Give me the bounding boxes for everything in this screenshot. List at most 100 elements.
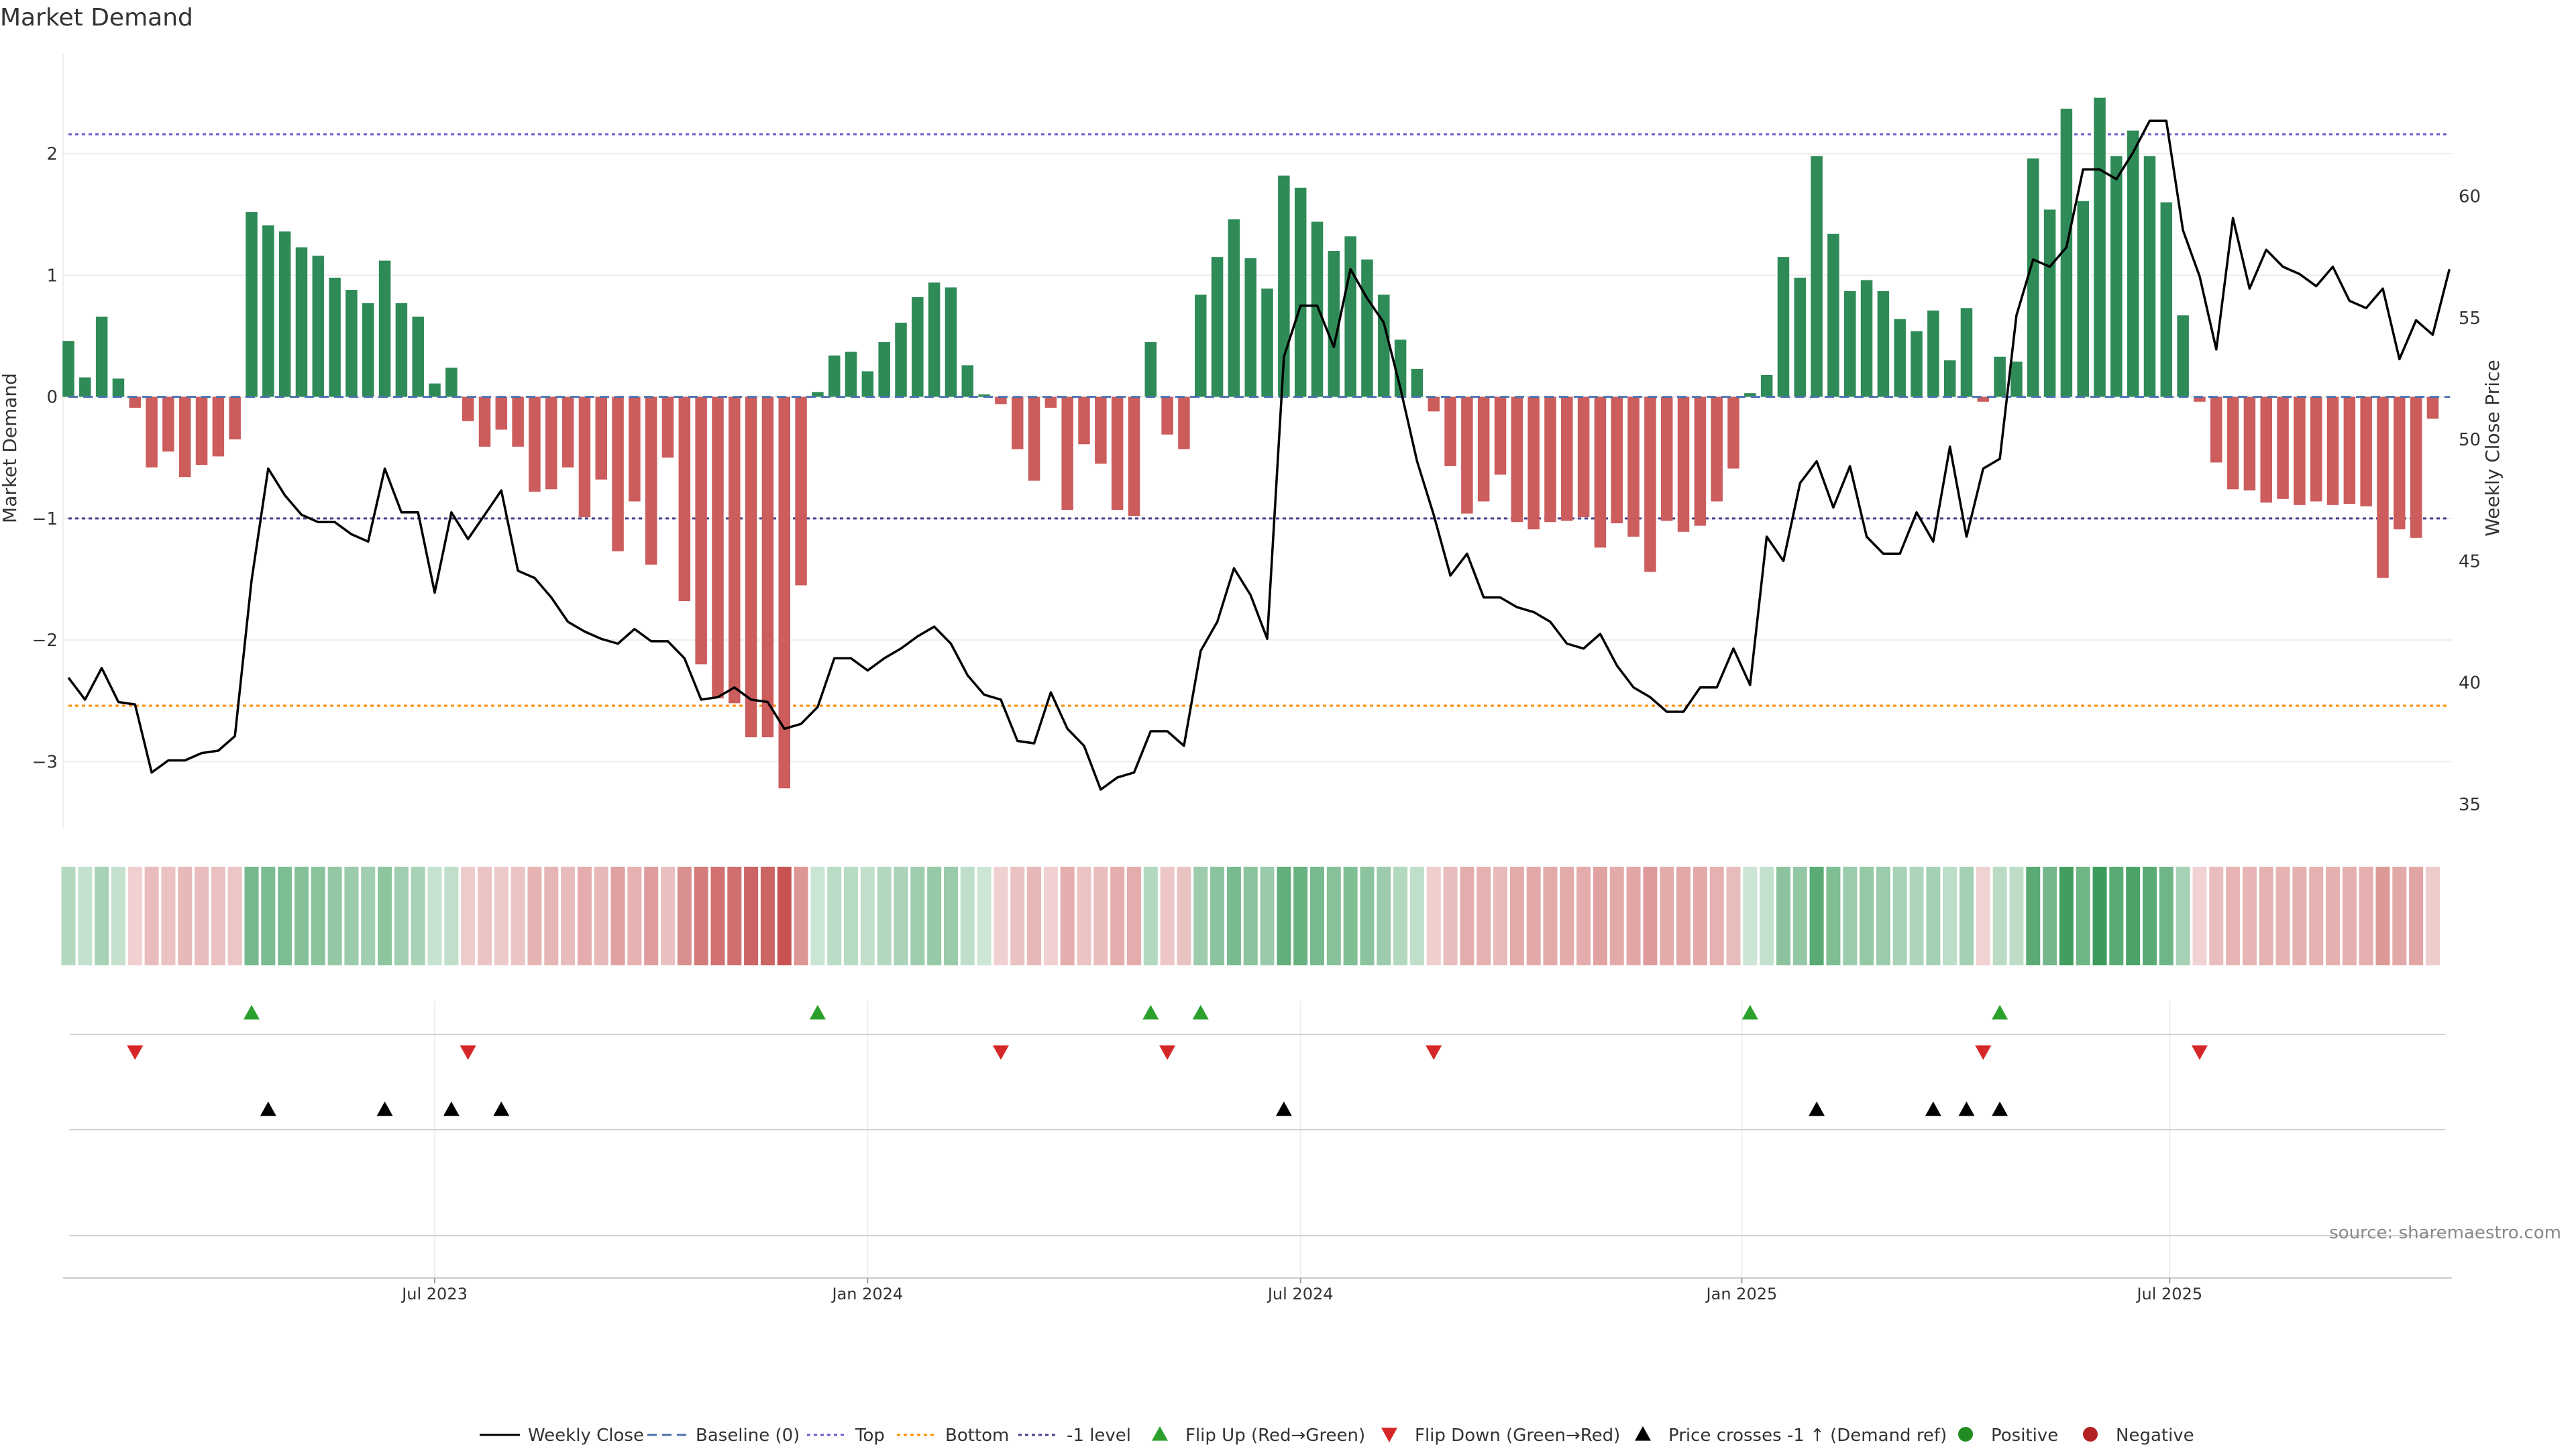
- heat-cell: [1177, 867, 1191, 965]
- heat-cell: [1809, 867, 1824, 965]
- heat-cell: [1676, 867, 1691, 965]
- heat-cell: [227, 867, 242, 965]
- heat-cell: [1143, 867, 1158, 965]
- demand-bar: [1195, 294, 1207, 397]
- heat-cell: [544, 867, 559, 965]
- heat-cell: [1726, 867, 1741, 965]
- demand-bar: [229, 396, 241, 439]
- price-cross-marker: [1958, 1102, 1975, 1116]
- heat-cell: [1093, 867, 1108, 965]
- legend-price-cross-swatch: [1635, 1426, 1651, 1441]
- heat-cell: [161, 867, 176, 965]
- flip-down-marker: [2191, 1045, 2208, 1060]
- x-tick-label: Jan 2024: [831, 1285, 904, 1303]
- heat-cell: [195, 867, 209, 965]
- heat-cell: [2242, 867, 2257, 965]
- heat-cell: [1776, 867, 1790, 965]
- heat-cell: [2292, 867, 2307, 965]
- heat-cell: [2226, 867, 2241, 965]
- y-tick-label-right: 50: [2459, 430, 2481, 450]
- heat-cell: [1326, 867, 1341, 965]
- demand-bar: [2143, 156, 2156, 397]
- demand-bar: [2194, 396, 2206, 402]
- heat-cell: [1310, 867, 1324, 965]
- price-cross-marker: [1925, 1102, 1941, 1116]
- demand-bar: [995, 396, 1007, 405]
- demand-bar: [1394, 339, 1407, 397]
- heat-cell: [2043, 867, 2057, 965]
- demand-bar: [1428, 396, 1440, 412]
- demand-bar: [262, 225, 274, 397]
- demand-bar: [612, 396, 624, 551]
- demand-bar: [1078, 396, 1090, 445]
- heat-cell: [2209, 867, 2224, 965]
- demand-bar: [961, 365, 974, 397]
- demand-bar: [1677, 396, 1690, 532]
- heat-cell: [2425, 867, 2440, 965]
- demand-bar: [2110, 156, 2123, 397]
- demand-bar: [278, 231, 291, 397]
- demand-bar: [2326, 396, 2339, 505]
- heat-cell: [1443, 867, 1458, 965]
- heat-cell: [1160, 867, 1175, 965]
- flip-down-marker: [1975, 1045, 1992, 1060]
- heat-cell: [444, 867, 459, 965]
- demand-bar: [1044, 396, 1057, 408]
- demand-bar: [1411, 368, 1424, 397]
- heat-cell: [211, 867, 225, 965]
- heat-cell: [1860, 867, 1874, 965]
- demand-bar: [1943, 360, 1956, 397]
- demand-bar: [295, 247, 308, 397]
- demand-bar: [95, 316, 108, 397]
- demand-bar: [329, 277, 341, 397]
- heat-cell: [1377, 867, 1391, 965]
- demand-bar: [495, 396, 508, 430]
- reference-lines: [68, 133, 2450, 707]
- legend-positive-swatch: [1958, 1427, 1973, 1442]
- heat-cell: [1593, 867, 1607, 965]
- heat-cell: [327, 867, 342, 965]
- heat-cell: [794, 867, 808, 965]
- heat-cell: [461, 867, 476, 965]
- demand-bar: [1877, 290, 1890, 397]
- weekly-close-line: [67, 119, 2451, 791]
- demand-bar: [529, 396, 541, 492]
- demand-bar: [2043, 209, 2056, 397]
- heat-cell: [261, 867, 276, 965]
- demand-bar: [1128, 396, 1140, 517]
- demand-bar: [462, 396, 474, 421]
- legend-flip-up-swatch: [1152, 1426, 1168, 1441]
- y-axis-left-label: Market Demand: [0, 373, 21, 523]
- x-axis: Jul 2023 Jan 2024 Jul 2024 Jan 2025 Jul 2025: [63, 1277, 2452, 1303]
- heat-cell: [144, 867, 159, 965]
- demand-bar: [129, 396, 142, 408]
- flip-up-marker: [809, 1005, 826, 1020]
- heat-cell: [1360, 867, 1375, 965]
- heat-cell: [244, 867, 259, 965]
- demand-bar: [661, 396, 674, 458]
- heat-cell: [111, 867, 125, 965]
- heat-cell: [527, 867, 542, 965]
- demand-bar: [2127, 130, 2139, 397]
- demand-bar: [1794, 277, 1807, 397]
- demand-bar: [1178, 396, 1190, 449]
- heat-cell: [311, 867, 325, 965]
- demand-bar: [1827, 233, 1839, 397]
- heat-cell: [2109, 867, 2124, 965]
- demand-bar: [478, 396, 491, 447]
- heat-cell: [1760, 867, 1774, 965]
- heat-cell: [1277, 867, 1291, 965]
- heat-cell: [361, 867, 376, 965]
- demand-bar: [1111, 396, 1124, 511]
- demand-bar: [1477, 396, 1490, 502]
- demand-bar: [2410, 396, 2422, 538]
- y-tick-label-left: −3: [32, 752, 58, 772]
- demand-bar: [2010, 362, 2023, 397]
- heat-cell: [411, 867, 425, 965]
- heat-cell: [1260, 867, 1275, 965]
- heat-cell: [2309, 867, 2324, 965]
- demand-bar: [1261, 288, 1273, 397]
- heat-cell: [1576, 867, 1591, 965]
- heat-cell: [2092, 867, 2107, 965]
